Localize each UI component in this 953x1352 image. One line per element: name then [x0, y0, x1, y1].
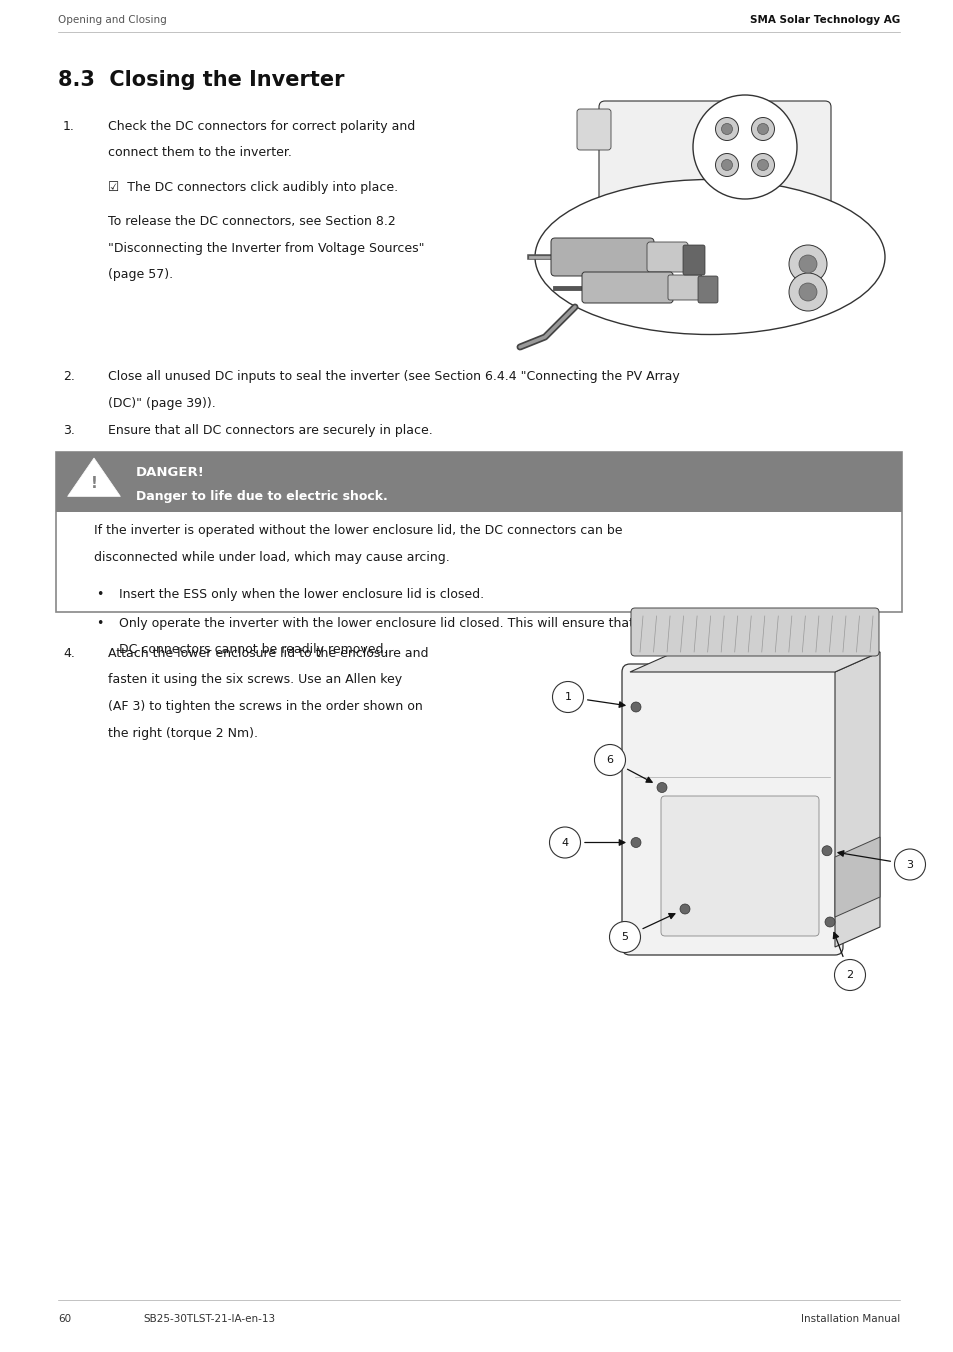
Circle shape	[549, 827, 579, 859]
Text: 4.: 4.	[63, 648, 74, 660]
Text: Check the DC connectors for correct polarity and: Check the DC connectors for correct pola…	[108, 120, 415, 132]
Text: 3.: 3.	[63, 425, 74, 437]
Circle shape	[788, 273, 826, 311]
Text: 8.3  Closing the Inverter: 8.3 Closing the Inverter	[58, 70, 344, 91]
Text: Opening and Closing: Opening and Closing	[58, 15, 167, 24]
Text: To release the DC connectors, see Section 8.2: To release the DC connectors, see Sectio…	[108, 215, 395, 228]
Circle shape	[720, 160, 732, 170]
Circle shape	[799, 283, 816, 301]
Text: Attach the lower enclosure lid to the enclosure and: Attach the lower enclosure lid to the en…	[108, 648, 428, 660]
Text: disconnected while under load, which may cause arcing.: disconnected while under load, which may…	[94, 550, 449, 564]
FancyBboxPatch shape	[598, 101, 830, 214]
Circle shape	[630, 837, 640, 848]
Text: 4: 4	[561, 837, 568, 848]
Text: fasten it using the six screws. Use an Allen key: fasten it using the six screws. Use an A…	[108, 673, 402, 687]
Text: connect them to the inverter.: connect them to the inverter.	[108, 146, 292, 160]
Circle shape	[679, 904, 689, 914]
FancyBboxPatch shape	[698, 276, 718, 303]
Text: ☑  The DC connectors click audibly into place.: ☑ The DC connectors click audibly into p…	[108, 181, 397, 193]
Text: (page 57).: (page 57).	[108, 269, 172, 281]
Ellipse shape	[535, 180, 884, 334]
Text: the right (torque 2 Nm).: the right (torque 2 Nm).	[108, 726, 257, 740]
Circle shape	[609, 922, 639, 953]
Bar	[56, 452, 901, 612]
Bar	[56, 452, 901, 512]
Circle shape	[788, 245, 826, 283]
FancyBboxPatch shape	[581, 272, 672, 303]
Polygon shape	[629, 652, 879, 672]
Text: "Disconnecting the Inverter from Voltage Sources": "Disconnecting the Inverter from Voltage…	[108, 242, 424, 256]
Circle shape	[692, 95, 796, 199]
Text: 1.: 1.	[63, 120, 74, 132]
FancyBboxPatch shape	[682, 245, 704, 274]
Circle shape	[757, 160, 768, 170]
Polygon shape	[68, 458, 120, 496]
Polygon shape	[834, 837, 879, 917]
Text: Installation Manual: Installation Manual	[800, 1314, 899, 1324]
Text: 60: 60	[58, 1314, 71, 1324]
Circle shape	[720, 123, 732, 134]
Circle shape	[757, 123, 768, 134]
Text: •: •	[96, 588, 103, 600]
Circle shape	[834, 960, 864, 991]
Circle shape	[824, 917, 834, 927]
Text: Danger to life due to electric shock.: Danger to life due to electric shock.	[136, 489, 387, 503]
FancyBboxPatch shape	[551, 238, 654, 276]
Circle shape	[715, 154, 738, 177]
Circle shape	[894, 849, 924, 880]
FancyBboxPatch shape	[621, 664, 842, 955]
Text: DC connectors cannot be readily removed.: DC connectors cannot be readily removed.	[119, 644, 387, 656]
Text: Insert the ESS only when the lower enclosure lid is closed.: Insert the ESS only when the lower enclo…	[119, 588, 483, 600]
FancyBboxPatch shape	[630, 608, 878, 656]
FancyBboxPatch shape	[660, 796, 818, 936]
FancyBboxPatch shape	[667, 274, 701, 300]
Text: 2: 2	[845, 969, 853, 980]
Text: SB25-30TLST-21-IA-en-13: SB25-30TLST-21-IA-en-13	[143, 1314, 274, 1324]
Text: 3: 3	[905, 860, 913, 869]
Text: Close all unused DC inputs to seal the inverter (see Section 6.4.4 "Connecting t: Close all unused DC inputs to seal the i…	[108, 370, 679, 383]
Text: •: •	[96, 617, 103, 630]
Text: 6: 6	[606, 754, 613, 765]
Text: If the inverter is operated without the lower enclosure lid, the DC connectors c: If the inverter is operated without the …	[94, 525, 622, 537]
FancyBboxPatch shape	[577, 110, 610, 150]
Circle shape	[630, 702, 640, 713]
Circle shape	[657, 783, 666, 792]
Text: SMA Solar Technology AG: SMA Solar Technology AG	[749, 15, 899, 24]
Circle shape	[751, 154, 774, 177]
Circle shape	[751, 118, 774, 141]
Text: (DC)" (page 39)).: (DC)" (page 39)).	[108, 396, 215, 410]
FancyBboxPatch shape	[646, 242, 687, 272]
Circle shape	[715, 118, 738, 141]
Text: 2.: 2.	[63, 370, 74, 383]
Polygon shape	[834, 652, 879, 946]
Text: Ensure that all DC connectors are securely in place.: Ensure that all DC connectors are secure…	[108, 425, 433, 437]
Text: Only operate the inverter with the lower enclosure lid closed. This will ensure : Only operate the inverter with the lower…	[119, 617, 658, 630]
Text: DANGER!: DANGER!	[136, 466, 205, 479]
Text: (AF 3) to tighten the screws in the order shown on: (AF 3) to tighten the screws in the orde…	[108, 700, 422, 713]
Text: 5: 5	[620, 932, 628, 942]
Circle shape	[552, 681, 583, 713]
Circle shape	[799, 256, 816, 273]
Text: 1: 1	[564, 692, 571, 702]
Circle shape	[821, 846, 831, 856]
Text: !: !	[91, 476, 97, 492]
Circle shape	[594, 745, 625, 776]
